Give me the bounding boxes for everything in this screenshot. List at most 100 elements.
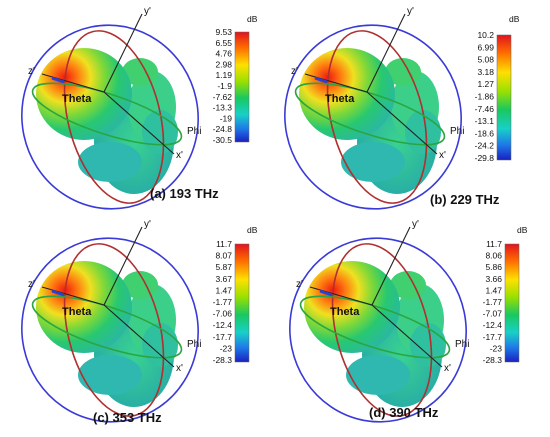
colorbar-tick: 1.47 (215, 285, 232, 295)
colorbar-tick: 1.47 (485, 285, 502, 295)
colorbar-tick: 5.86 (485, 262, 502, 272)
colorbar-tick: 8.07 (215, 251, 232, 261)
colorbar-tick: -28.3 (483, 355, 503, 365)
colorbar-tick: 11.7 (486, 239, 502, 249)
x-axis-label: x' (444, 363, 451, 374)
colorbar-tick: 3.66 (485, 274, 502, 284)
colorbar (234, 31, 250, 143)
equator-circle-green (294, 82, 446, 146)
equator-circle-green (31, 82, 183, 146)
colorbar-tick: 3.18 (477, 67, 494, 77)
equator-circle-green (31, 295, 183, 359)
colorbar-tick: -1.77 (213, 297, 233, 307)
coordinate-axes (41, 13, 175, 155)
colorbar-tick: 1.19 (215, 70, 232, 80)
z-axis-label: z' (28, 66, 35, 77)
pattern-panel-d: y' x' z' Theta Phi dB 11.7 8.06 5.86 3.66 1.47 -1.7… (275, 219, 550, 437)
colorbar-tick: 6.55 (215, 38, 232, 48)
panel-caption: (d) 390 THz (369, 405, 439, 420)
colorbar-tick: -13.3 (213, 103, 233, 113)
colorbar (496, 34, 512, 161)
theta-label: Theta (330, 306, 360, 318)
coordinate-axes (304, 13, 438, 155)
z-axis-label: z' (296, 279, 303, 290)
colorbar-tick: -24.8 (213, 124, 233, 134)
colorbar-tick: -18.6 (475, 128, 495, 138)
colorbar (234, 243, 250, 363)
phi-circle-blue (289, 237, 467, 423)
pattern-figure: y' x' z' Theta Phi dB 11.7 8.075.87 3.671.47 -1.7… (21, 219, 258, 425)
colorbar-tick: 2.98 (215, 59, 232, 69)
colorbar-tick: -29.8 (475, 153, 495, 163)
colorbar-tick: 5.08 (477, 55, 494, 65)
colorbar-tick: -12.4 (213, 320, 233, 330)
colorbar-tick: 10.2 (477, 30, 494, 40)
theta-label: Theta (62, 306, 92, 318)
colorbar-tick: 8.06 (485, 251, 502, 261)
colorbar-tick: -19 (220, 113, 233, 123)
colorbar-tick: 6.99 (477, 42, 494, 52)
pattern-figure: y' x' z' Theta Phi dB 9.536.554.762.981.19-1.9… (21, 6, 258, 210)
colorbar-tick: -17.7 (483, 332, 503, 342)
colorbar-tick: -1.9 (217, 81, 232, 91)
colorbar-tick: -7.62 (213, 92, 233, 102)
colorbar-unit: dB (247, 225, 258, 235)
phi-label: Phi (187, 126, 201, 137)
pattern-panel-b: y' x' z' Theta Phi dB 10.2 6.99 5.08 3.18 1.27 -1.8… (275, 0, 550, 218)
x-axis-label: x' (176, 150, 183, 161)
theta-label: Theta (325, 93, 355, 105)
colorbar-tick: -17.7 (213, 332, 233, 342)
coordinate-axes (41, 226, 175, 368)
colorbar-tick: -23 (220, 343, 233, 353)
colorbar-tick: 1.27 (477, 79, 494, 89)
phi-circle-blue (284, 24, 462, 210)
phi-circle-blue (21, 24, 199, 210)
equator-circle-green (299, 295, 451, 359)
panel-caption: (a) 193 THz (150, 186, 219, 201)
theta-circle-red (331, 243, 433, 417)
y-axis-label: y' (144, 219, 151, 230)
y-axis-label: y' (407, 6, 414, 17)
colorbar-tick: 3.67 (215, 274, 232, 284)
pattern-panel-c: y' x' z' Theta Phi dB 11.7 8.07 5.87 3.67 1.47 -1.7… (0, 219, 275, 437)
colorbar-tick: 9.53 (215, 27, 232, 37)
colorbar-tick: -30.5 (213, 135, 233, 145)
panel-caption: (c) 353 THz (93, 410, 162, 425)
colorbar-tick: -12.4 (483, 320, 503, 330)
colorbar-tick: -1.86 (475, 92, 495, 102)
pattern-panel-a: y' x' z' Theta Phi dB 9.53 6.55 4.76 2.98 1.19 -1.9… (0, 0, 275, 218)
coordinate-axes (309, 226, 443, 368)
z-axis-label: z' (291, 66, 298, 77)
pattern-figure: y' x' z' Theta Phi dB 11.7 8.065.86 3.661.47 -1.7… (289, 219, 528, 423)
phi-label: Phi (187, 339, 201, 350)
theta-circle-red (326, 30, 428, 204)
panel-caption: (b) 229 THz (430, 192, 500, 207)
phi-label: Phi (450, 126, 464, 137)
colorbar-unit: dB (517, 225, 528, 235)
phi-circle-blue (21, 237, 199, 423)
colorbar-tick: 5.87 (215, 262, 232, 272)
colorbar-tick: -23 (490, 343, 503, 353)
x-axis-label: x' (439, 150, 446, 161)
theta-circle-red (63, 30, 165, 204)
colorbar-tick: -13.1 (475, 116, 495, 126)
y-axis-label: y' (144, 6, 151, 17)
colorbar-tick: -1.77 (483, 297, 503, 307)
x-axis-label: x' (176, 363, 183, 374)
theta-label: Theta (62, 93, 92, 105)
colorbar-tick: -7.46 (475, 104, 495, 114)
z-axis-label: z' (28, 279, 35, 290)
pattern-figure: y' x' z' Theta Phi dB 10.2 6.99 5.08 3.18 1.27 -1.8… (284, 6, 520, 210)
y-axis-label: y' (412, 219, 419, 230)
colorbar-unit: dB (247, 14, 258, 24)
colorbar-tick: -7.07 (483, 309, 503, 319)
colorbar (504, 243, 520, 363)
colorbar-unit: dB (509, 14, 520, 24)
colorbar-tick: -28.3 (213, 355, 233, 365)
colorbar-tick: -24.2 (475, 141, 495, 151)
phi-label: Phi (455, 339, 469, 350)
theta-circle-red (63, 243, 165, 417)
colorbar-tick: 11.7 (216, 239, 232, 249)
colorbar-tick: -7.06 (213, 309, 233, 319)
colorbar-tick: 4.76 (215, 49, 232, 59)
